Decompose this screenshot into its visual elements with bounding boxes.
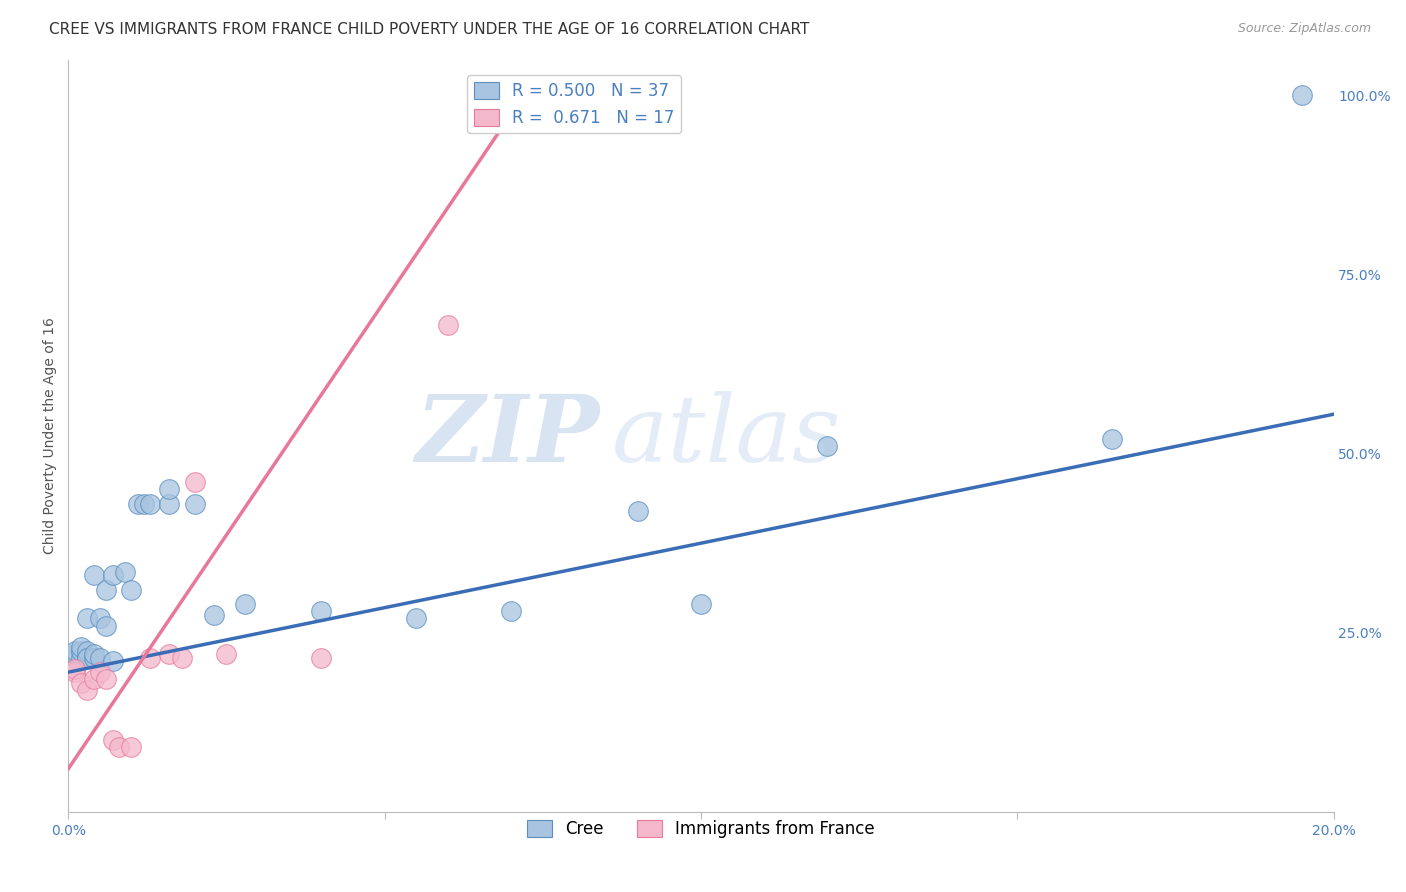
Point: [184, 475, 207, 490]
Point: [76, 683, 98, 698]
Point: [63, 665, 86, 680]
Point: [114, 565, 136, 579]
Point: [139, 497, 162, 511]
Text: ZIP: ZIP: [415, 391, 599, 481]
Point: [101, 655, 124, 669]
Point: [76, 611, 98, 625]
Point: [121, 740, 143, 755]
Point: [689, 597, 711, 611]
Point: [215, 647, 238, 661]
Point: [121, 582, 143, 597]
Point: [76, 643, 98, 657]
Point: [83, 673, 105, 687]
Point: [437, 318, 460, 332]
Point: [70, 643, 93, 657]
Legend: Cree, Immigrants from France: Cree, Immigrants from France: [520, 814, 882, 845]
Point: [70, 650, 93, 665]
Point: [101, 568, 124, 582]
Point: [89, 665, 111, 680]
Point: [139, 650, 162, 665]
Point: [184, 497, 207, 511]
Point: [63, 650, 86, 665]
Point: [405, 611, 427, 625]
Point: [134, 497, 156, 511]
Point: [96, 673, 118, 687]
Point: [626, 504, 648, 518]
Point: [311, 650, 333, 665]
Point: [172, 650, 194, 665]
Point: [159, 497, 181, 511]
Point: [101, 733, 124, 747]
Point: [108, 740, 131, 755]
Point: [1291, 88, 1313, 103]
Text: Source: ZipAtlas.com: Source: ZipAtlas.com: [1237, 22, 1371, 36]
Point: [96, 582, 118, 597]
Point: [202, 607, 225, 622]
Point: [83, 568, 105, 582]
Point: [127, 497, 149, 511]
Point: [159, 483, 181, 497]
Point: [70, 676, 93, 690]
Point: [63, 662, 86, 676]
Point: [815, 440, 838, 454]
Point: [76, 650, 98, 665]
Point: [1101, 433, 1123, 447]
Text: atlas: atlas: [612, 391, 842, 481]
Point: [89, 611, 111, 625]
Text: CREE VS IMMIGRANTS FROM FRANCE CHILD POVERTY UNDER THE AGE OF 16 CORRELATION CHA: CREE VS IMMIGRANTS FROM FRANCE CHILD POV…: [49, 22, 810, 37]
Point: [76, 650, 98, 665]
Point: [70, 640, 93, 654]
Point: [235, 597, 257, 611]
Point: [83, 647, 105, 661]
Point: [96, 618, 118, 632]
Point: [499, 604, 522, 618]
Point: [159, 647, 181, 661]
Point: [63, 647, 86, 661]
Point: [89, 650, 111, 665]
Point: [83, 650, 105, 665]
Point: [311, 604, 333, 618]
Y-axis label: Child Poverty Under the Age of 16: Child Poverty Under the Age of 16: [44, 318, 58, 554]
Point: [63, 643, 86, 657]
